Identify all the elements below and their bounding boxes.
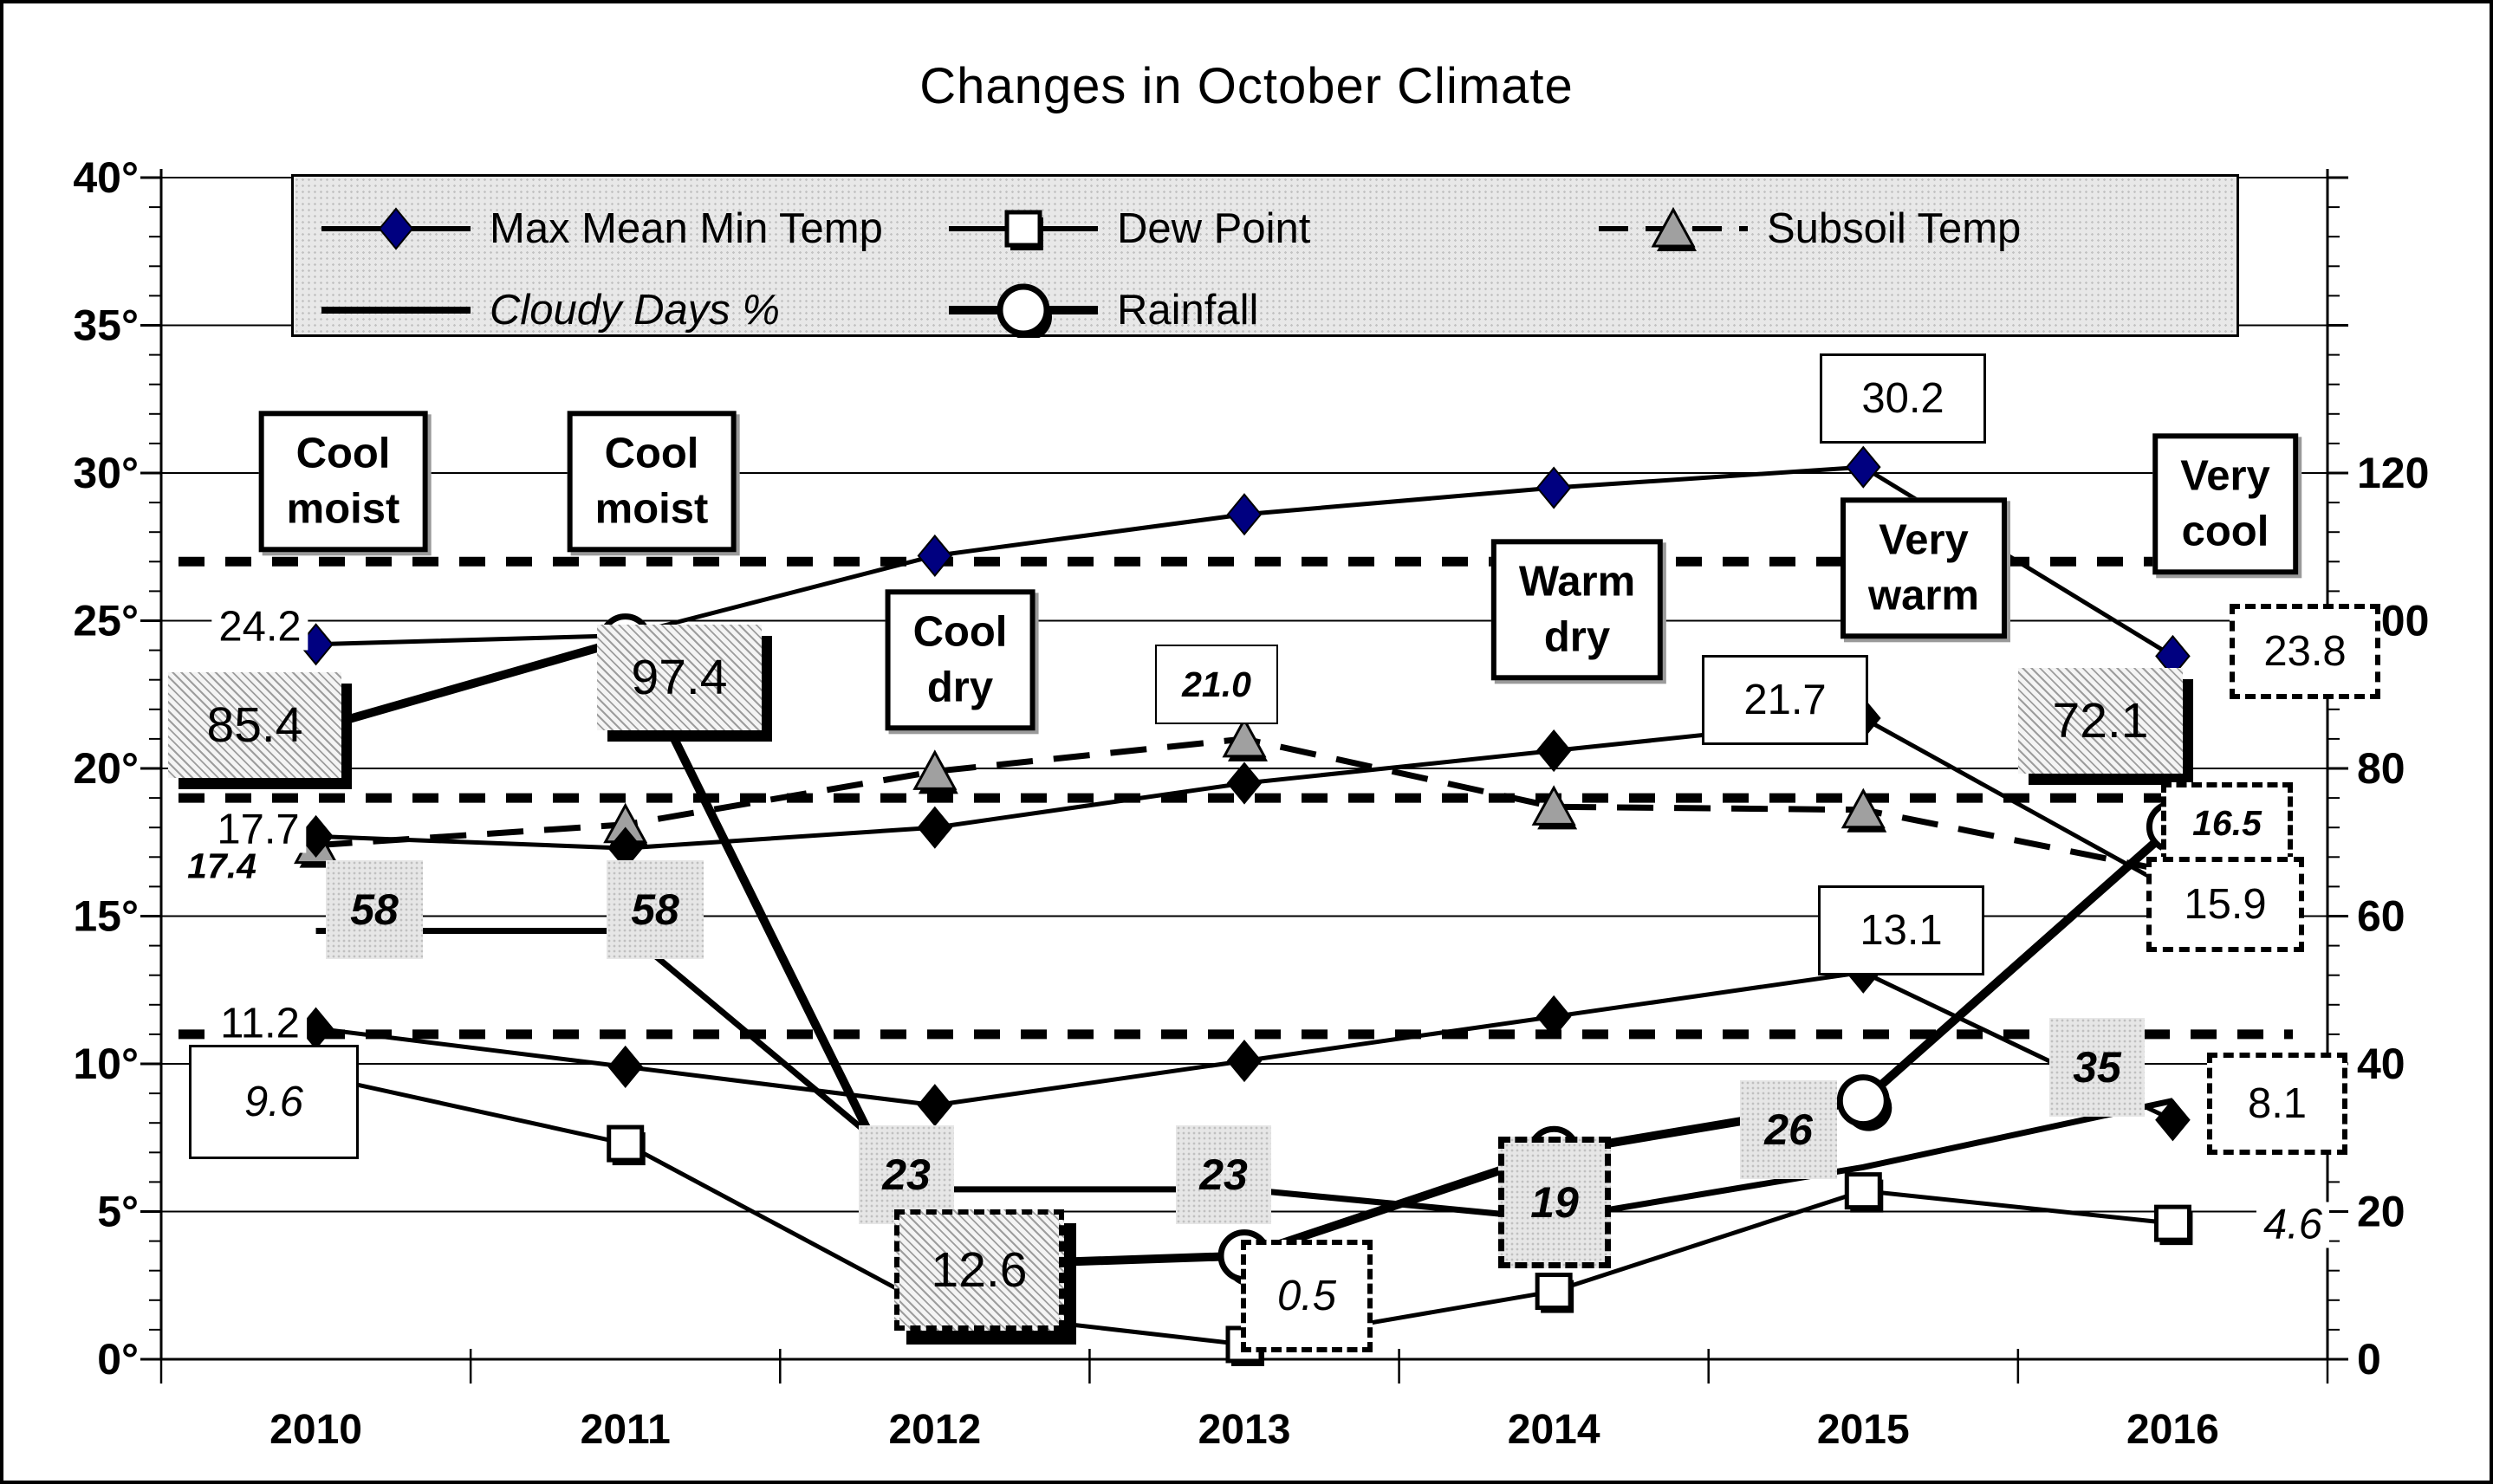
legend-marker-subsoil-temp-icon [1599, 206, 1748, 251]
series-min-temp [298, 950, 2191, 1142]
svg-text:40°: 40° [73, 153, 139, 202]
legend-item-subsoil-temp[interactable]: Subsoil Temp [1595, 201, 2021, 256]
value-label-85-4: 85.4 [168, 672, 341, 778]
legend-label-cloudy-days: Cloudy Days % [490, 287, 780, 334]
svg-text:30°: 30° [73, 449, 139, 497]
tick-labels: 0°5°10°15°20°25°30°35°40°020406080100120… [73, 153, 2429, 1453]
value-label-58: 58 [326, 860, 423, 959]
value-label-21-7: 21.7 [1702, 655, 1868, 745]
svg-text:2014: 2014 [1508, 1407, 1600, 1453]
value-label-17-7: 17.7 [210, 807, 307, 853]
value-label-0-5: 0.5 [1241, 1240, 1373, 1352]
svg-text:80: 80 [2357, 744, 2405, 793]
svg-text:20: 20 [2357, 1188, 2405, 1236]
svg-text:35°: 35° [73, 301, 139, 350]
value-label-9-6: 9.6 [189, 1045, 359, 1159]
svg-text:2012: 2012 [888, 1407, 981, 1453]
svg-text:40: 40 [2357, 1040, 2405, 1088]
legend-label-rainfall: Rainfall [1117, 287, 1259, 334]
reference-lines [179, 556, 2293, 1040]
legend-item-max-mean-min-temp[interactable]: Max Mean Min Temp [318, 201, 883, 256]
legend-label-max-mean-min-temp: Max Mean Min Temp [490, 205, 883, 252]
svg-text:15°: 15° [73, 892, 139, 941]
chart-legend: Max Mean Min Temp Dew Point Subsoil Temp Cl… [291, 174, 2239, 338]
svg-text:2010: 2010 [269, 1407, 362, 1453]
climate-box-warm-dry: Warm dry [1490, 539, 1664, 681]
chart-title: Changes in October Climate [919, 58, 1574, 114]
climate-box-cool-moist: Cool moist [258, 411, 428, 553]
value-label-35: 35 [2049, 1018, 2145, 1117]
value-label-30-2: 30.2 [1820, 353, 1986, 444]
value-label-21-0: 21.0 [1155, 645, 1278, 724]
value-label-19: 19 [1498, 1137, 1611, 1268]
svg-text:0: 0 [2357, 1335, 2381, 1384]
value-label-26: 26 [1740, 1080, 1837, 1179]
svg-text:120: 120 [2357, 449, 2429, 497]
value-label-58: 58 [607, 860, 704, 959]
axes [140, 169, 2348, 1384]
legend-item-rainfall[interactable]: Rainfall [945, 282, 1258, 338]
legend-item-dew-point[interactable]: Dew Point [945, 201, 1310, 256]
value-label-72-1: 72.1 [2018, 668, 2183, 774]
legend-label-dew-point: Dew Point [1117, 205, 1311, 252]
legend-marker-cloudy-days-icon [321, 307, 471, 314]
svg-text:2011: 2011 [581, 1407, 671, 1453]
svg-text:2015: 2015 [1817, 1407, 1910, 1453]
climate-box-cool-dry: Cool dry [885, 589, 1036, 731]
value-label-11-2: 11.2 [213, 1001, 307, 1047]
legend-label-subsoil-temp: Subsoil Temp [1767, 205, 2022, 252]
svg-text:25°: 25° [73, 597, 139, 645]
svg-text:60: 60 [2357, 892, 2405, 941]
value-label-4-6: 4.6 [2256, 1202, 2330, 1248]
svg-text:0°: 0° [97, 1335, 139, 1384]
legend-item-cloudy-days[interactable]: Cloudy Days % [318, 282, 780, 338]
value-label-13-1: 13.1 [1818, 885, 1984, 975]
climate-box-very-cool: Very cool [2152, 433, 2298, 575]
value-label-8-1: 8.1 [2207, 1053, 2347, 1155]
value-label-15-9: 15.9 [2146, 857, 2304, 952]
svg-text:2016: 2016 [2126, 1407, 2219, 1453]
climate-box-very-warm: Very warm [1840, 497, 2008, 639]
value-label-23: 23 [859, 1125, 954, 1224]
svg-text:10°: 10° [73, 1040, 139, 1088]
value-label-16-5: 16.5 [2161, 782, 2293, 864]
svg-text:20°: 20° [73, 744, 139, 793]
svg-text:2013: 2013 [1198, 1407, 1291, 1453]
value-label-97-4: 97.4 [597, 625, 762, 730]
legend-marker-dew-point-icon [949, 210, 1098, 250]
value-label-24-2: 24.2 [211, 604, 308, 651]
svg-text:5°: 5° [97, 1188, 139, 1236]
value-label-17-4: 17.4 [182, 846, 262, 886]
climate-box-cool-moist: Cool moist [567, 411, 737, 553]
legend-marker-max-mean-min-temp-icon [321, 207, 471, 250]
value-label-23: 23 [1176, 1125, 1271, 1224]
legend-marker-rainfall-icon [949, 283, 1098, 338]
value-label-23-8: 23.8 [2230, 604, 2380, 699]
value-label-12-6: 12.6 [894, 1209, 1064, 1331]
